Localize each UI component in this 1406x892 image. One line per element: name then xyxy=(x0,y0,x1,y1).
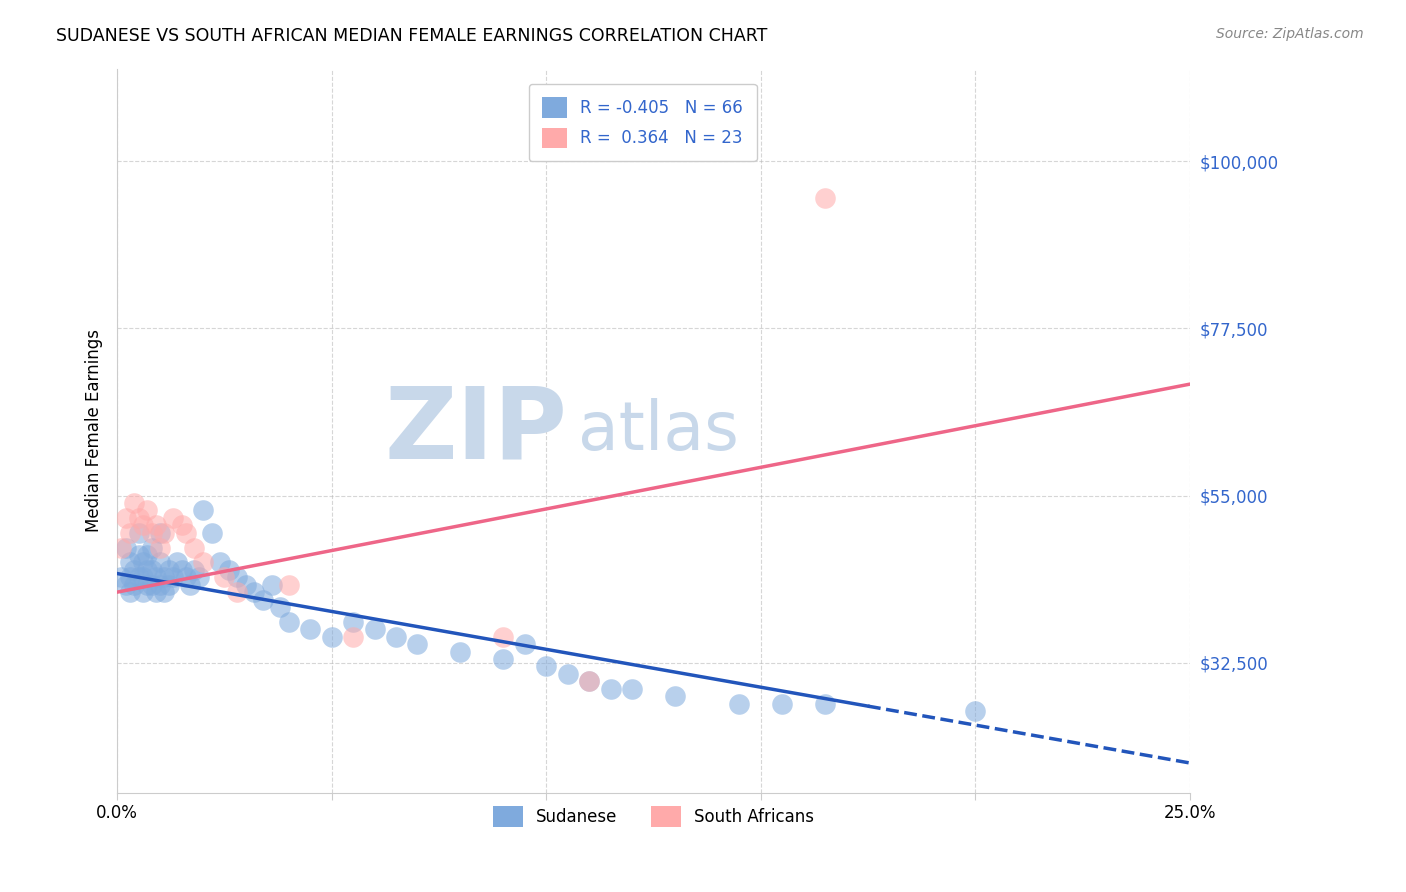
Point xyxy=(728,697,751,711)
Point xyxy=(269,599,291,614)
Point xyxy=(136,503,159,517)
Point xyxy=(124,563,146,577)
Text: SUDANESE VS SOUTH AFRICAN MEDIAN FEMALE EARNINGS CORRELATION CHART: SUDANESE VS SOUTH AFRICAN MEDIAN FEMALE … xyxy=(56,27,768,45)
Point xyxy=(128,525,150,540)
Y-axis label: Median Female Earnings: Median Female Earnings xyxy=(86,329,103,533)
Point xyxy=(120,585,142,599)
Point xyxy=(141,525,163,540)
Point xyxy=(120,525,142,540)
Point xyxy=(252,592,274,607)
Point xyxy=(141,541,163,555)
Point xyxy=(260,577,283,591)
Point xyxy=(136,563,159,577)
Point xyxy=(209,556,232,570)
Point xyxy=(136,577,159,591)
Point xyxy=(170,518,193,533)
Point xyxy=(162,511,184,525)
Point xyxy=(132,518,155,533)
Text: Source: ZipAtlas.com: Source: ZipAtlas.com xyxy=(1216,27,1364,41)
Point xyxy=(157,563,180,577)
Point xyxy=(157,577,180,591)
Point xyxy=(153,525,176,540)
Point xyxy=(145,585,167,599)
Point xyxy=(814,697,837,711)
Point xyxy=(243,585,266,599)
Legend: Sudanese, South Africans: Sudanese, South Africans xyxy=(485,798,823,835)
Point xyxy=(183,541,205,555)
Point xyxy=(277,615,299,629)
Point xyxy=(153,585,176,599)
Point xyxy=(174,525,197,540)
Point xyxy=(153,570,176,584)
Point xyxy=(145,570,167,584)
Point xyxy=(534,659,557,673)
Point xyxy=(183,563,205,577)
Point xyxy=(814,192,837,206)
Point xyxy=(110,570,132,584)
Point xyxy=(226,570,249,584)
Point xyxy=(132,556,155,570)
Point xyxy=(114,541,136,555)
Point xyxy=(120,556,142,570)
Point xyxy=(578,674,600,689)
Text: ZIP: ZIP xyxy=(385,382,568,479)
Point xyxy=(166,556,188,570)
Point xyxy=(124,496,146,510)
Point xyxy=(187,570,209,584)
Point xyxy=(342,615,364,629)
Point xyxy=(149,577,172,591)
Point xyxy=(770,697,793,711)
Point xyxy=(110,541,132,555)
Point xyxy=(492,652,515,666)
Point xyxy=(149,525,172,540)
Point xyxy=(128,548,150,562)
Point xyxy=(120,570,142,584)
Point xyxy=(406,637,429,651)
Point xyxy=(114,511,136,525)
Point xyxy=(162,570,184,584)
Point xyxy=(141,563,163,577)
Point xyxy=(132,570,155,584)
Point xyxy=(385,630,408,644)
Point xyxy=(179,577,201,591)
Point xyxy=(200,525,222,540)
Point xyxy=(128,570,150,584)
Point xyxy=(174,570,197,584)
Point xyxy=(578,674,600,689)
Point xyxy=(191,503,214,517)
Point xyxy=(124,577,146,591)
Point xyxy=(128,511,150,525)
Point xyxy=(226,585,249,599)
Point xyxy=(218,563,240,577)
Point xyxy=(145,518,167,533)
Point xyxy=(149,541,172,555)
Point xyxy=(277,577,299,591)
Point xyxy=(492,630,515,644)
Point xyxy=(664,689,686,703)
Point xyxy=(449,644,471,658)
Point xyxy=(214,570,236,584)
Text: atlas: atlas xyxy=(578,398,740,464)
Point xyxy=(342,630,364,644)
Point xyxy=(235,577,257,591)
Point xyxy=(299,622,322,636)
Point xyxy=(149,556,172,570)
Point xyxy=(513,637,536,651)
Point xyxy=(557,666,579,681)
Point xyxy=(620,681,643,696)
Point xyxy=(132,585,155,599)
Point xyxy=(363,622,385,636)
Point xyxy=(114,577,136,591)
Point xyxy=(170,563,193,577)
Point xyxy=(136,548,159,562)
Point xyxy=(321,630,343,644)
Point xyxy=(965,704,987,718)
Point xyxy=(191,556,214,570)
Point xyxy=(141,577,163,591)
Point xyxy=(599,681,621,696)
